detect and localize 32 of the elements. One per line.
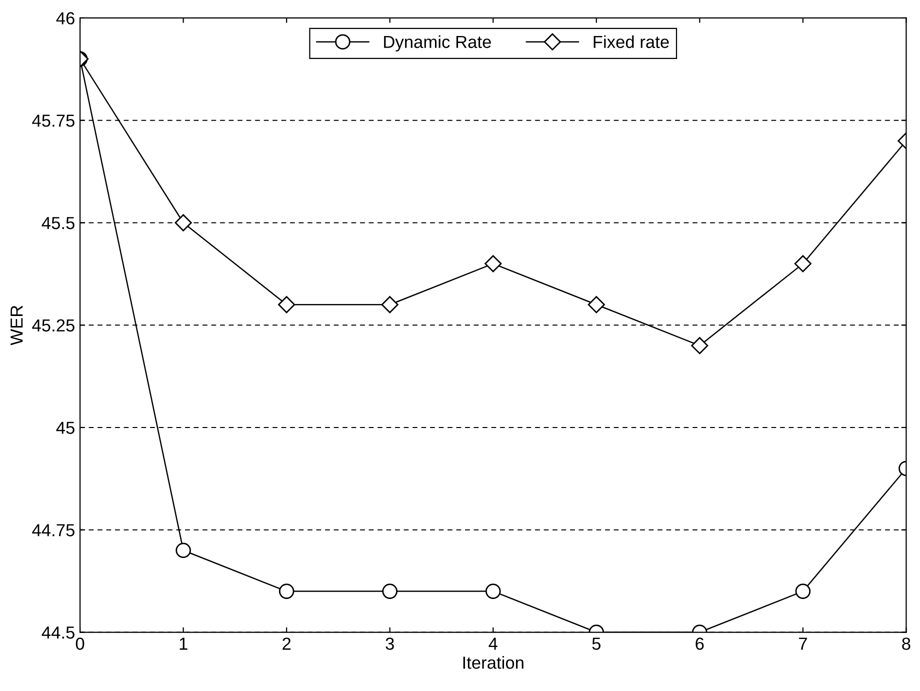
point xyxy=(382,584,398,599)
point xyxy=(278,584,294,599)
point xyxy=(174,214,192,232)
point xyxy=(588,296,605,314)
x-tick-label: 7 xyxy=(798,638,807,650)
x-tick-label: 0 xyxy=(76,638,84,650)
x-tick-label: 4 xyxy=(488,638,498,650)
point xyxy=(278,296,296,314)
x-tick-label: 8 xyxy=(902,638,910,650)
x-axis-title: Iteration xyxy=(463,656,524,669)
point xyxy=(794,255,812,272)
point xyxy=(484,255,502,272)
x-tick-label: 3 xyxy=(386,638,394,650)
y-axis-title: WER xyxy=(10,306,23,346)
x-tick-label: 5 xyxy=(592,638,600,650)
point xyxy=(795,584,811,599)
point xyxy=(381,296,398,314)
y-tick-label: 46 xyxy=(56,12,74,24)
x-tick-label: 1 xyxy=(180,638,188,650)
point xyxy=(691,337,708,354)
point xyxy=(485,584,501,599)
x-tick-label: 6 xyxy=(696,638,704,650)
x-tick-label: 2 xyxy=(282,638,291,650)
y-tick-label: 45.25 xyxy=(32,319,74,332)
y-tick-label: 44.5 xyxy=(42,626,74,639)
y-tick-label: 44.75 xyxy=(32,524,74,536)
point xyxy=(176,542,191,558)
y-tick-label: 45 xyxy=(56,422,74,434)
legend-label: Dynamic Rate xyxy=(384,35,491,52)
legend-label: Fixed rate xyxy=(594,35,669,48)
y-tick-label: 45.75 xyxy=(32,114,74,127)
y-tick-label: 45.5 xyxy=(42,217,74,230)
